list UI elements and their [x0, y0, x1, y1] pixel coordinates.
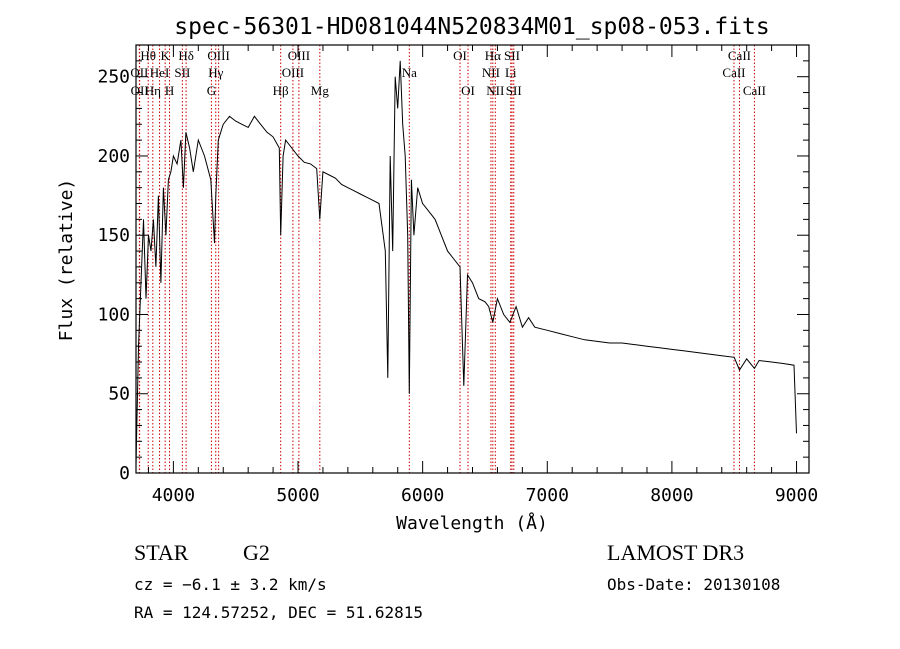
line-label-24: SII — [506, 83, 522, 98]
line-label-20: NII — [482, 65, 500, 80]
line-label-12: Hβ — [273, 83, 289, 98]
x-tick-label-1: 5000 — [276, 485, 319, 506]
line-label-0: Hθ — [140, 48, 156, 63]
line-label-6: H — [165, 83, 174, 98]
x-tick-label-5: 9000 — [775, 485, 818, 506]
object-class: STAR — [134, 540, 189, 565]
x-tick-label-0: 4000 — [152, 485, 195, 506]
line-label-8: Hδ — [178, 48, 194, 63]
line-label-13: OIII — [288, 48, 310, 63]
line-label-19: Hα — [485, 48, 501, 63]
line-label-7: SII — [174, 65, 190, 80]
line-label-5: K — [160, 48, 170, 63]
redshift-cz: cz = −6.1 ± 3.2 km/s — [134, 575, 327, 594]
chart-title: spec-56301-HD081044N520834M01_sp08-053.f… — [174, 14, 769, 40]
spectrum-series — [135, 60, 797, 466]
plot-frame — [135, 44, 810, 474]
y-axis-label: Flux (relative) — [56, 179, 77, 342]
y-tick-label-1: 50 — [108, 384, 130, 405]
line-label-17: OI — [453, 48, 467, 63]
line-label-26: CaII — [722, 65, 745, 80]
line-label-3: Hη — [145, 83, 161, 98]
line-label-1: OII — [130, 65, 148, 80]
object-subclass: G2 — [243, 540, 270, 565]
x-axis-label: Wavelength (Å) — [396, 512, 548, 534]
x-tick-label-3: 7000 — [526, 485, 569, 506]
line-label-16: Na — [402, 65, 417, 80]
y-tick-label-3: 150 — [97, 225, 130, 246]
line-label-22: SII — [504, 48, 520, 63]
line-label-27: CaII — [743, 83, 766, 98]
line-label-15: Mg — [311, 83, 330, 98]
line-label-10: Hγ — [208, 65, 223, 80]
line-label-18: OI — [461, 83, 475, 98]
x-tick-label-2: 6000 — [401, 485, 444, 506]
line-label-4: HeI — [150, 65, 170, 80]
spectral-line-markers — [138, 45, 755, 473]
axis-ticks: 4000 5000 6000 7000 8000 9000 0 50 100 150 200 250 — [97, 44, 818, 506]
line-label-14: OIII — [282, 65, 304, 80]
line-label-21: NII — [486, 83, 504, 98]
y-tick-label-5: 250 — [97, 67, 130, 88]
survey-name: LAMOST DR3 — [607, 540, 745, 565]
x-tick-label-4: 8000 — [650, 485, 693, 506]
line-label-2: OII — [131, 83, 149, 98]
spectrum-line — [135, 60, 797, 466]
line-label-25: CaII — [728, 48, 751, 63]
line-label-9: OIII — [207, 48, 229, 63]
y-tick-label-2: 100 — [97, 304, 130, 325]
y-tick-label-4: 200 — [97, 146, 130, 167]
line-label-11: G — [207, 83, 216, 98]
line-label-23: Li — [505, 65, 517, 80]
observation-date: Obs-Date: 20130108 — [607, 575, 781, 594]
sky-coordinates: RA = 124.57252, DEC = 51.62815 — [134, 603, 423, 622]
y-tick-label-0: 0 — [119, 463, 130, 484]
